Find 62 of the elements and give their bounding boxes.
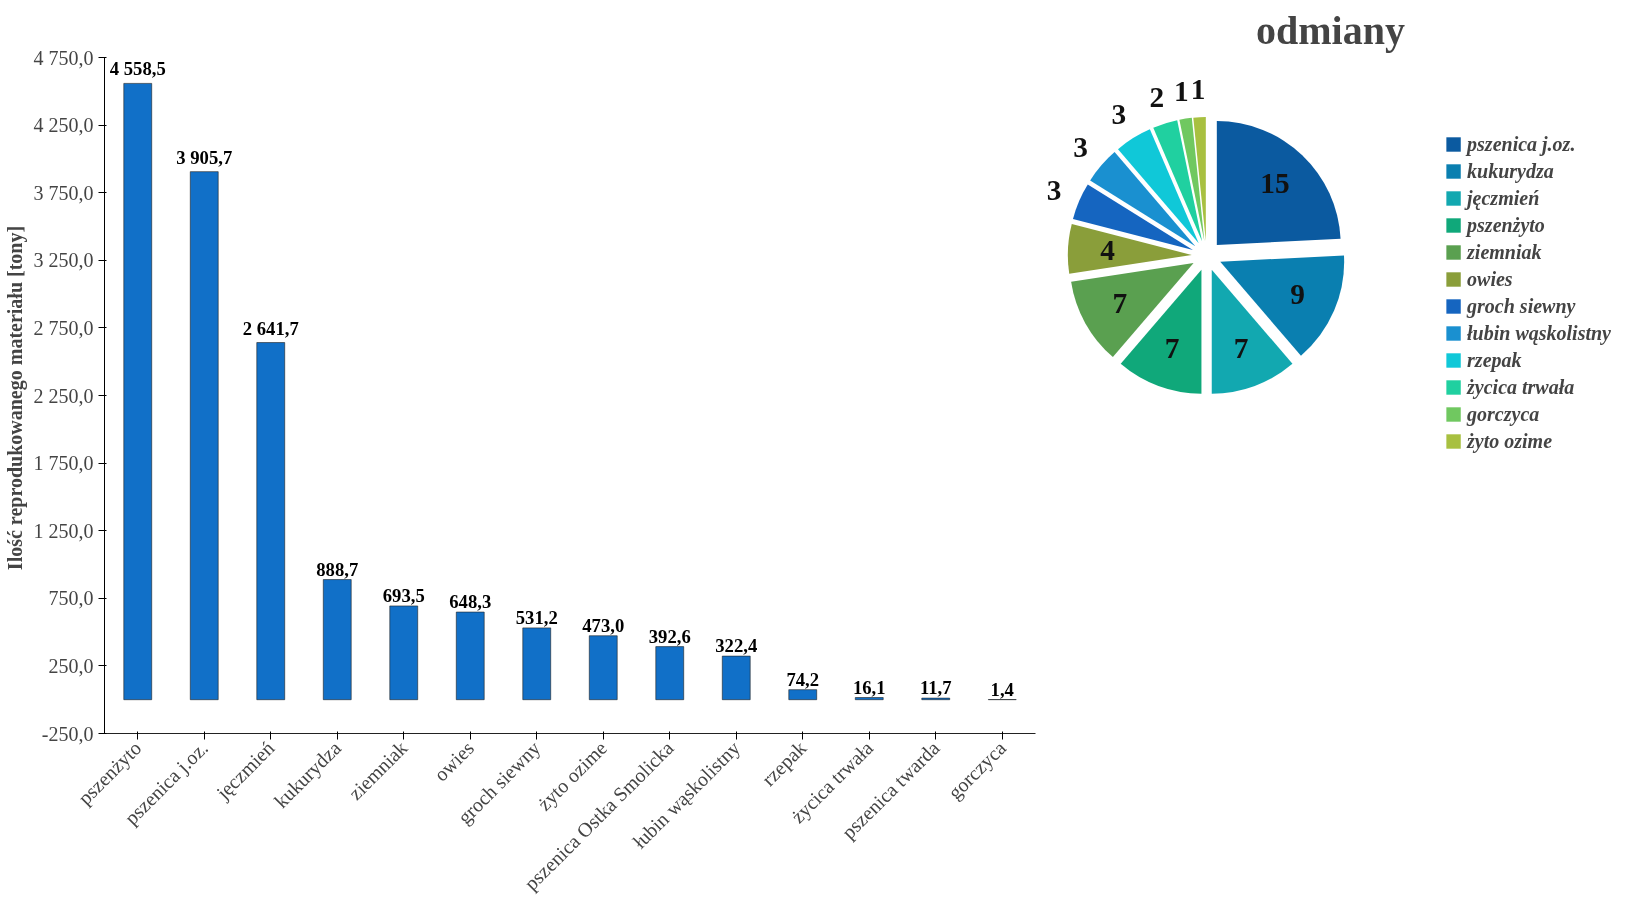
legend-label: ziemniak	[1467, 240, 1542, 264]
data-label: 3 905,7	[176, 146, 233, 168]
data-label: 9	[1290, 278, 1306, 311]
y-tick-label: 4 250,0	[33, 114, 94, 137]
data-label: 3	[1111, 98, 1127, 131]
y-tick-label: 4 750,0	[33, 46, 94, 69]
bar	[189, 171, 219, 700]
data-label: 15	[1260, 167, 1290, 200]
bar	[455, 611, 485, 700]
legend-label: gorczyca	[1467, 402, 1540, 426]
data-label: 7	[1233, 332, 1249, 365]
y-tick-label: 750,0	[48, 587, 94, 610]
bar	[322, 579, 352, 700]
data-label: 888,7	[316, 558, 359, 580]
bar	[389, 605, 419, 700]
legend-label: żyto ozime	[1467, 429, 1553, 453]
data-label: 16,1	[852, 676, 886, 698]
data-label: 693,5	[382, 584, 425, 606]
y-tick-label: 1 250,0	[33, 519, 94, 542]
bar	[123, 83, 153, 700]
data-label: 473,0	[582, 614, 625, 636]
data-label: 7	[1112, 287, 1128, 320]
data-label: 3	[1073, 131, 1088, 164]
data-label: 4	[1100, 234, 1116, 267]
y-tick-label: 2 750,0	[33, 316, 94, 339]
legend-label: łubin wąskolistny	[1467, 321, 1611, 345]
bar	[788, 689, 818, 700]
data-label: 3	[1046, 173, 1062, 206]
bar	[256, 342, 286, 700]
data-label: 7	[1164, 332, 1180, 365]
legend-label: pszenica j.oz.	[1467, 132, 1576, 156]
bar	[655, 646, 685, 700]
y-tick-label: 3 250,0	[33, 249, 94, 272]
data-label: 2	[1149, 80, 1165, 113]
data-label: 1,4	[990, 678, 1014, 700]
y-tick-label: 250,0	[48, 654, 94, 677]
data-label: 392,6	[648, 625, 691, 647]
y-axis-title: Ilość reprodukowanego materiału [tony]	[3, 225, 27, 571]
y-tick-label: -250,0	[41, 722, 94, 745]
data-label: 648,3	[449, 591, 492, 613]
legend-label: rzepak	[1467, 348, 1522, 372]
bar	[522, 627, 552, 700]
bar	[588, 635, 618, 700]
data-label: 1	[1174, 75, 1189, 108]
legend-label: owies	[1467, 267, 1513, 291]
data-label: 1	[1190, 73, 1206, 106]
bar	[854, 697, 884, 700]
data-label: 4 558,5	[109, 58, 166, 80]
legend-label: kukurydza	[1467, 159, 1554, 183]
data-label: 531,2	[515, 606, 558, 628]
chart-title: odmiany	[1256, 7, 1405, 53]
legend-label: życica trwała	[1467, 375, 1575, 399]
legend-label: groch siewny	[1467, 294, 1576, 318]
bar	[721, 655, 751, 700]
data-label: 2 641,7	[242, 317, 299, 339]
data-label: 74,2	[786, 668, 820, 690]
legend-label: pszenżyto	[1467, 213, 1545, 237]
data-label: 11,7	[919, 677, 952, 699]
y-tick-label: 2 250,0	[33, 384, 94, 407]
y-tick-label: 1 750,0	[33, 452, 94, 475]
data-label: 322,4	[715, 635, 758, 657]
y-tick-label: 3 750,0	[33, 181, 94, 204]
